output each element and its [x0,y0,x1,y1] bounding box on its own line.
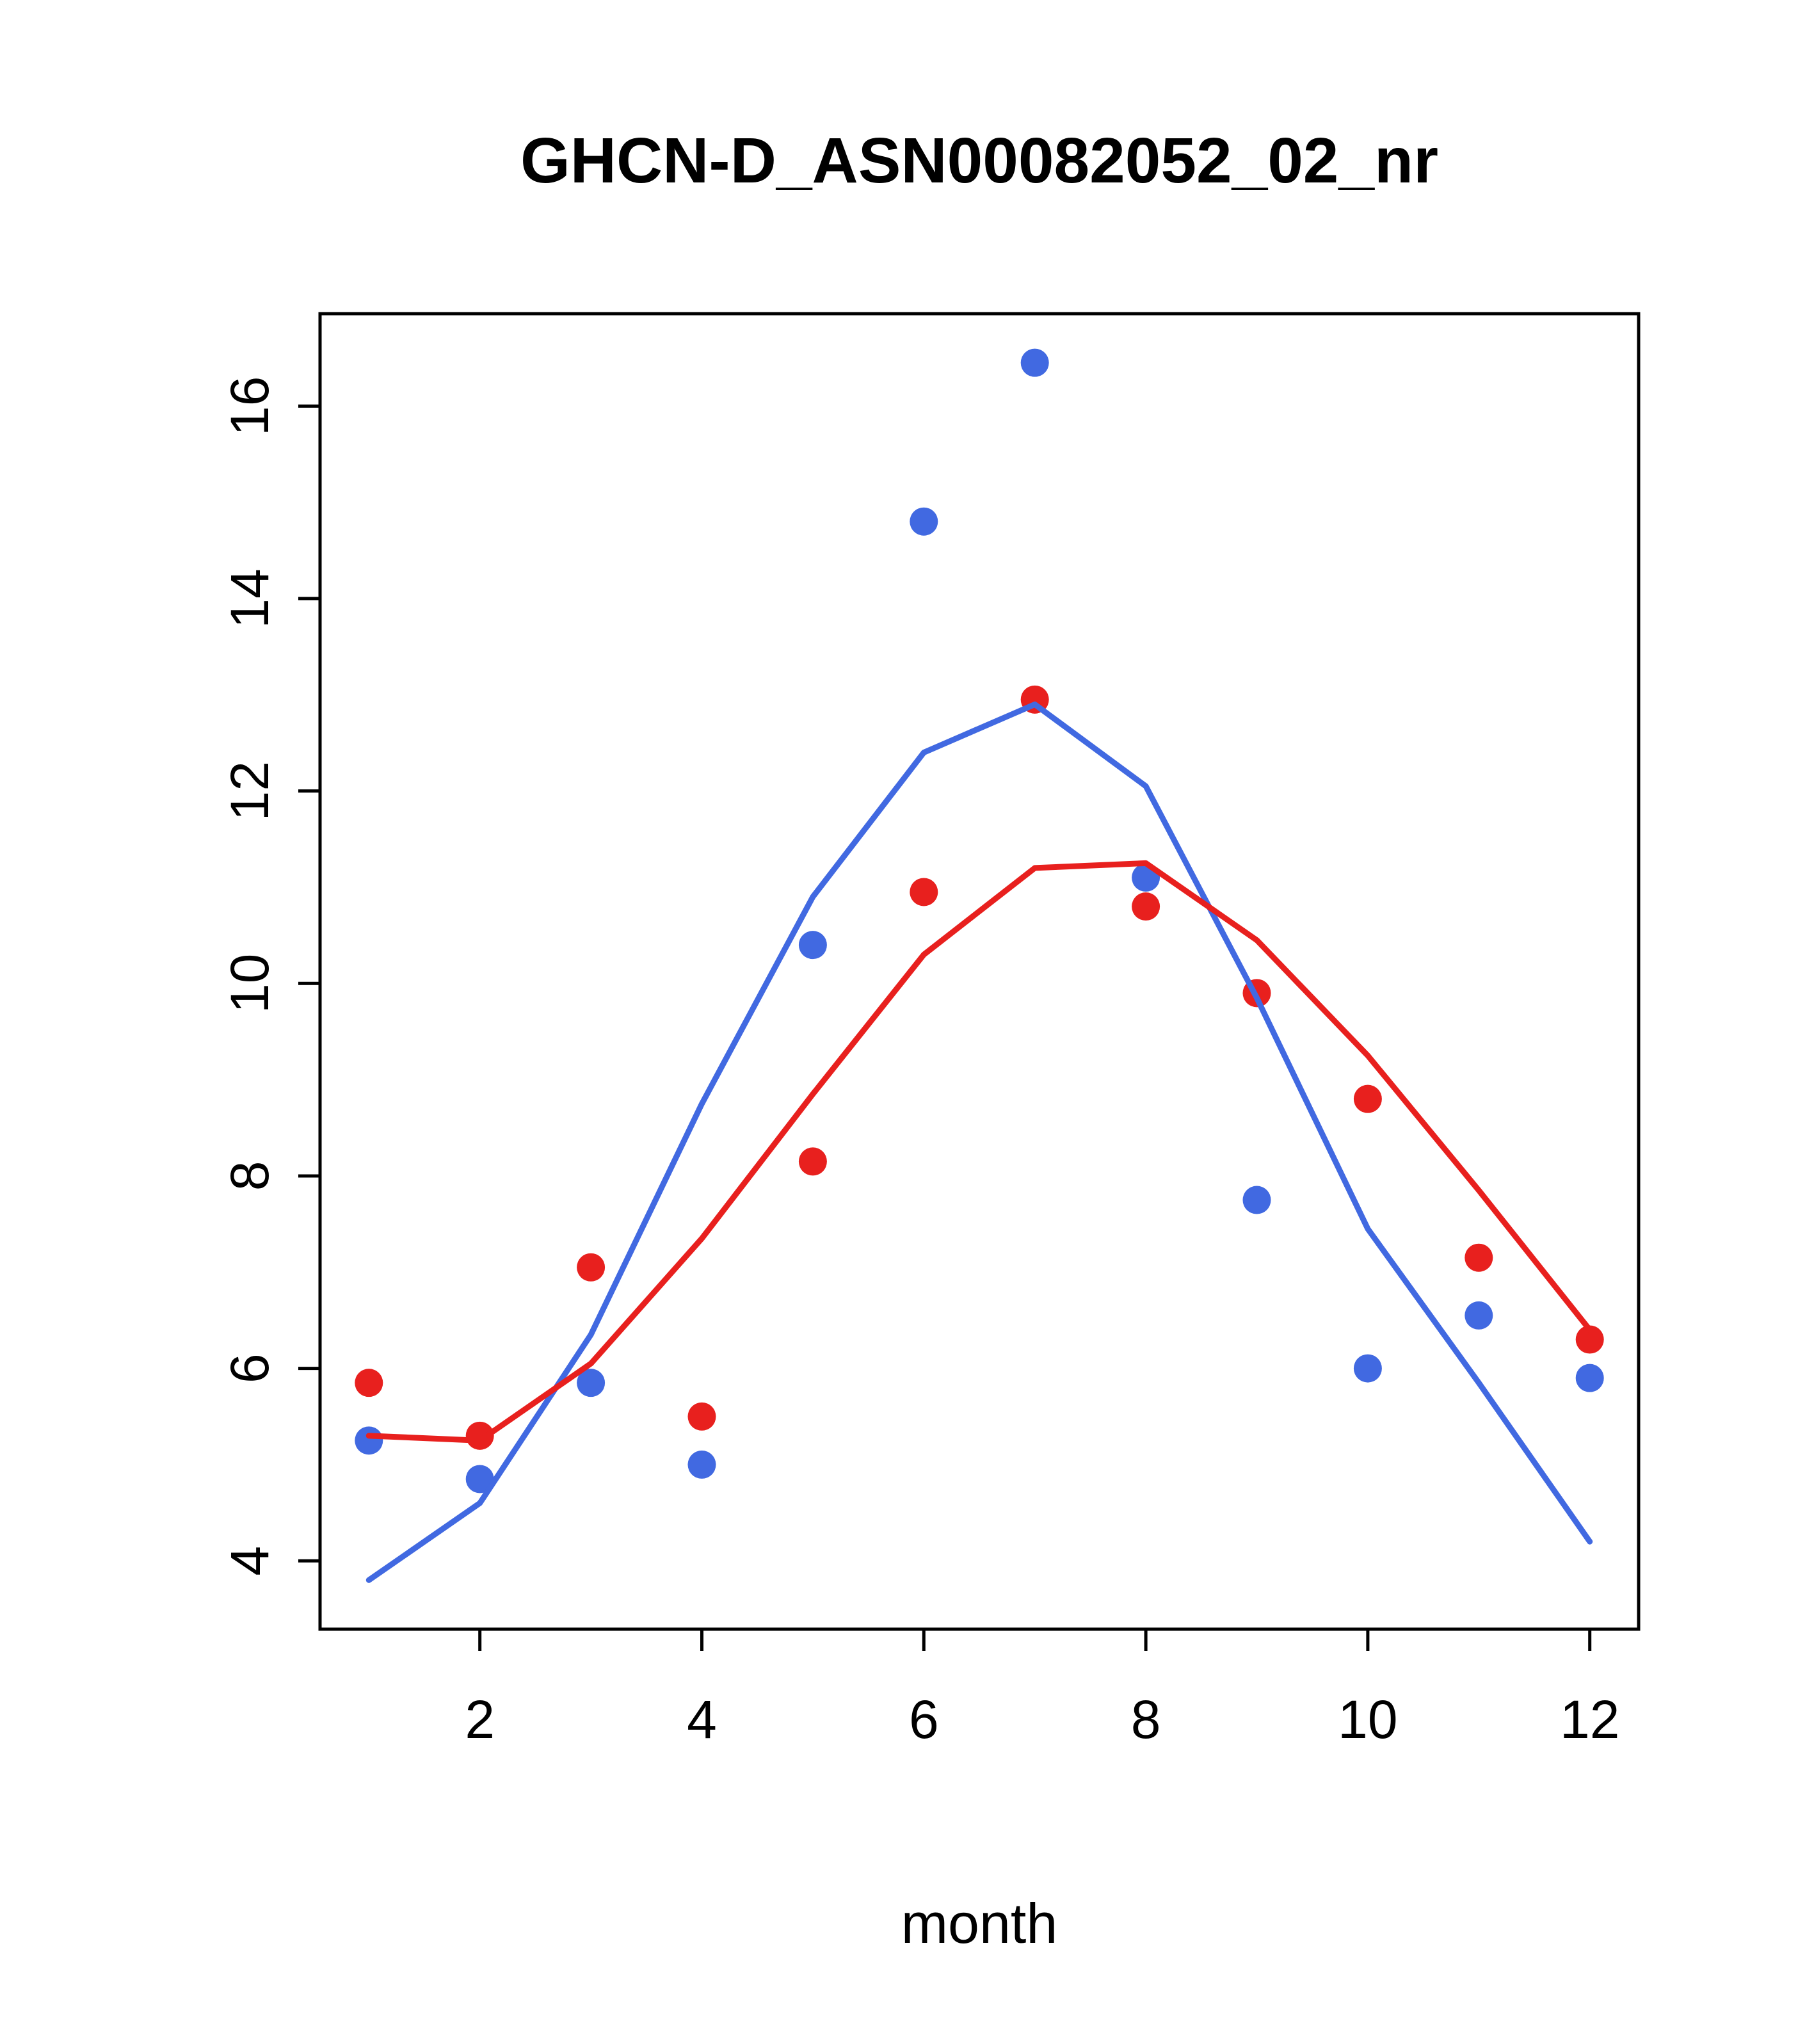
y-tick-label: 10 [220,954,280,1013]
blue-points-point [1465,1301,1493,1330]
y-tick-label: 4 [220,1546,280,1576]
red-points-point [687,1402,716,1431]
red-points-point [910,878,938,906]
plot-area: 2 4 6 8 10 12 4 6 8 10 12 14 16 [220,312,1641,1750]
chart-title: GHCN-D_ASN00082052_02_nr [520,125,1438,197]
y-tick-label: 8 [220,1161,280,1191]
red-line [365,860,1593,1444]
x-tick-label: 4 [687,1689,717,1750]
blue-points-point [1353,1354,1382,1383]
red-points-point [1575,1325,1604,1354]
red-points-point [1465,1243,1493,1272]
red-points-point [355,1369,383,1397]
red-points-point [1132,892,1160,921]
blue-points-point [1242,1186,1271,1214]
red-points-point [577,1253,606,1282]
blue-points-point [355,1426,383,1455]
blue-points-point [1575,1364,1604,1392]
y-tick-label: 12 [220,761,280,821]
x-axis-label: month [901,1892,1058,1955]
x-tick-label: 6 [909,1689,939,1750]
blue-points-point [798,931,827,960]
x-tick-label: 12 [1560,1689,1619,1750]
red-points-point [1353,1084,1382,1113]
x-tick-label: 10 [1338,1689,1397,1750]
blue-points-point [465,1465,494,1493]
red-points-point [798,1147,827,1176]
blue-line [365,701,1593,1583]
blue-points-point [687,1450,716,1479]
y-tick-label: 16 [220,376,280,436]
plot-box [318,312,1641,1631]
y-tick-label: 6 [220,1353,280,1383]
x-tick-label: 8 [1131,1689,1161,1750]
x-tick-label: 2 [465,1689,495,1750]
blue-points-point [577,1369,606,1397]
blue-points-point [1020,348,1049,377]
y-tick-label: 14 [220,568,280,628]
blue-points-point [910,507,938,536]
